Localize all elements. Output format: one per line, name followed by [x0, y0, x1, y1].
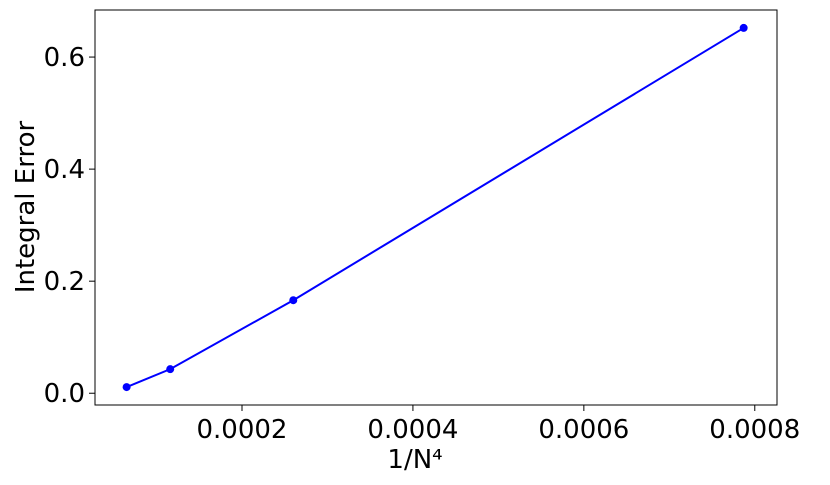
- point: [289, 296, 298, 305]
- x-tick-label: 0.0006: [538, 415, 629, 445]
- point: [739, 23, 748, 32]
- y-axis-label: Integral Error: [11, 121, 41, 294]
- y-tick-label: 0.2: [44, 267, 85, 297]
- line: [126, 27, 745, 388]
- x-tick-label: 0.0008: [709, 415, 800, 445]
- x-tick-label: 0.0004: [367, 415, 458, 445]
- plot-frame: [94, 9, 778, 406]
- point: [166, 365, 175, 374]
- y-tick-label: 0.0: [44, 379, 85, 409]
- x-axis-label: 1/N⁴: [387, 445, 442, 475]
- y-tick-label: 0.4: [44, 155, 85, 185]
- point: [122, 383, 131, 392]
- y-tick-label: 0.6: [44, 43, 85, 73]
- x-tick-label: 0.0002: [197, 415, 288, 445]
